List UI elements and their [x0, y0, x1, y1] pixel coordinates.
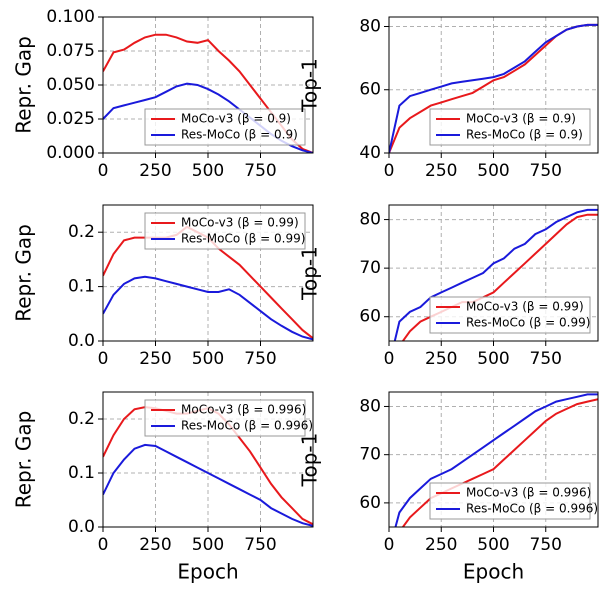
x-tick-label: 250 [139, 349, 171, 369]
x-tick-label: 0 [98, 161, 109, 181]
legend-label: MoCo-v3 (β = 0.9) [181, 112, 291, 126]
x-tick-label: 750 [244, 349, 276, 369]
x-tick-label: 500 [477, 161, 509, 181]
y-tick-label: 80 [359, 396, 381, 416]
x-tick-label: 250 [139, 535, 171, 555]
series-line [389, 23, 598, 153]
x-tick-label: 0 [384, 161, 395, 181]
y-tick-label: 0.000 [46, 143, 95, 163]
x-tick-label: 250 [425, 349, 457, 369]
y-tick-label: 60 [359, 307, 381, 327]
y-tick-label: 70 [359, 445, 381, 465]
legend-label: Res-MoCo (β = 0.99) [181, 232, 305, 246]
legend-box [429, 296, 591, 334]
legend: MoCo-v3 (β = 0.99) Res-MoCo (β = 0.99) [429, 296, 591, 334]
x-axis-label: Epoch [463, 560, 524, 584]
y-tick-label: 40 [359, 143, 381, 163]
x-tick-label: 500 [192, 535, 224, 555]
series-line [401, 213, 598, 341]
x-axis-label: Epoch [177, 560, 238, 584]
legend-box [429, 482, 591, 520]
y-tick-label: 60 [359, 493, 381, 513]
legend-label: MoCo-v3 (β = 0.996) [181, 403, 306, 417]
subplot: 0 250 500 750 40 60 80 MoCo-v3 (β = 0.9) Res-MoC… [298, 16, 599, 181]
legend-label: MoCo-v3 (β = 0.99) [466, 300, 584, 314]
legend-label: MoCo-v3 (β = 0.9) [466, 112, 576, 126]
y-tick-label: 0.0 [68, 331, 95, 351]
y-tick-label: 0.075 [46, 41, 95, 61]
x-tick-label: 750 [530, 161, 562, 181]
y-tick-label: 60 [359, 80, 381, 100]
axes-frame [102, 391, 314, 528]
x-tick-label: 750 [530, 349, 562, 369]
legend-label: MoCo-v3 (β = 0.99) [181, 216, 299, 230]
subplot: 0 250 500 750 60 70 80 MoCo-v3 (β = 0.996) Res-M… [298, 391, 599, 584]
x-tick-label: 500 [192, 349, 224, 369]
y-tick-label: 0.1 [68, 463, 95, 483]
legend: MoCo-v3 (β = 0.9) Res-MoCo (β = 0.9) [144, 108, 306, 146]
legend-box [429, 108, 591, 146]
x-tick-label: 250 [425, 535, 457, 555]
y-tick-label: 0.0 [68, 517, 95, 537]
y-tick-label: 0.1 [68, 277, 95, 297]
legend-label: Res-MoCo (β = 0.9) [466, 128, 583, 142]
axes-frame [388, 16, 599, 154]
y-tick-label: 70 [359, 258, 381, 278]
subplot: 0 250 500 750 60 70 80 MoCo-v3 (β = 0.99) Res-Mo… [298, 204, 599, 369]
legend: MoCo-v3 (β = 0.9) Res-MoCo (β = 0.9) [429, 108, 591, 146]
legend: MoCo-v3 (β = 0.99) Res-MoCo (β = 0.99) [144, 212, 306, 250]
lines [393, 208, 598, 341]
x-tick-label: 0 [384, 349, 395, 369]
y-axis-label: Repr. Gap [12, 224, 36, 322]
x-tick-label: 750 [244, 535, 276, 555]
y-axis-label: Top-1 [298, 58, 322, 113]
axes-frame [388, 204, 599, 342]
x-tick-label: 250 [425, 161, 457, 181]
y-tick-label: 0.050 [46, 75, 95, 95]
x-tick-label: 0 [98, 535, 109, 555]
legend-label: Res-MoCo (β = 0.99) [466, 316, 590, 330]
y-tick-label: 0.2 [68, 222, 95, 242]
legend-box [144, 108, 306, 146]
legend-box [144, 399, 306, 437]
subplot: 0 250 500 750 0.0 0.1 0.2 MoCo-v3 (β = 0.996) Re… [12, 391, 314, 584]
y-axis-label: Repr. Gap [12, 36, 36, 134]
x-tick-label: 0 [384, 535, 395, 555]
axes-frame [102, 204, 314, 342]
y-tick-label: 80 [359, 16, 381, 36]
y-axis-label: Top-1 [298, 433, 322, 488]
legend-box [144, 212, 306, 250]
x-tick-label: 500 [477, 535, 509, 555]
x-tick-label: 0 [98, 349, 109, 369]
legend-label: Res-MoCo (β = 0.996) [466, 502, 598, 516]
y-axis-label: Top-1 [298, 246, 322, 301]
series-line [393, 208, 598, 341]
y-tick-label: 80 [359, 210, 381, 230]
axes-frame [102, 16, 314, 154]
x-tick-label: 500 [192, 161, 224, 181]
x-tick-label: 750 [244, 161, 276, 181]
series-line [103, 275, 313, 341]
series-line [394, 393, 598, 527]
subplot: 0 250 500 750 0.0 0.1 0.2 MoCo-v3 (β = 0.99) Res… [12, 204, 314, 369]
axes-frame [388, 391, 599, 528]
legend: MoCo-v3 (β = 0.996) Res-MoCo (β = 0.996) [429, 482, 598, 520]
subplot: 0 250 500 750 0.000 0.025 0.050 0.075 0.100 MoCo-… [12, 7, 314, 181]
lines [394, 393, 598, 527]
legend: MoCo-v3 (β = 0.996) Res-MoCo (β = 0.996) [144, 399, 313, 437]
series-line [103, 443, 313, 527]
y-axis-label: Repr. Gap [12, 411, 36, 509]
x-tick-label: 250 [139, 161, 171, 181]
y-tick-label: 0.100 [46, 7, 95, 27]
y-tick-label: 0.025 [46, 109, 95, 129]
series-line [401, 398, 598, 527]
legend-label: Res-MoCo (β = 0.9) [181, 128, 298, 142]
lines [389, 23, 598, 153]
x-tick-label: 750 [530, 535, 562, 555]
x-tick-label: 500 [477, 349, 509, 369]
y-tick-label: 0.2 [68, 409, 95, 429]
legend-label: MoCo-v3 (β = 0.996) [466, 486, 591, 500]
legend-label: Res-MoCo (β = 0.996) [181, 419, 313, 433]
